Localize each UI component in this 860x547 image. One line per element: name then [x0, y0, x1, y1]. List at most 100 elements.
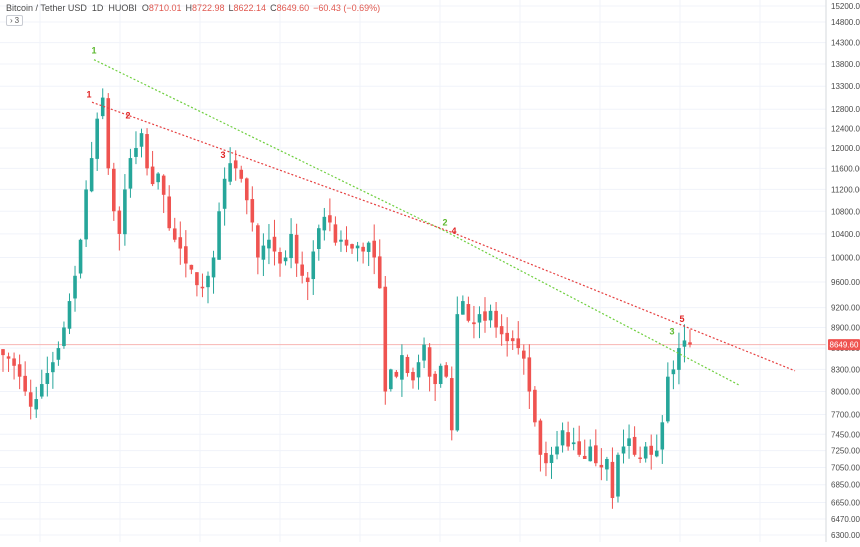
candle-body	[677, 348, 681, 370]
candle	[438, 363, 443, 388]
candle-body	[666, 376, 670, 422]
candle-body	[23, 375, 27, 392]
candle-body	[671, 369, 676, 375]
candle	[400, 344, 404, 397]
symbol-name[interactable]: Bitcoin / Tether USD	[6, 3, 87, 13]
candle	[649, 434, 654, 470]
low-value: L8622.14	[229, 3, 267, 13]
last-price-value: 8649.60	[830, 341, 859, 350]
symbol-legend: Bitcoin / Tether USD 1D HUOBI O8710.01 H…	[6, 3, 380, 13]
candle	[377, 239, 382, 289]
wave-label-green: 2	[442, 217, 447, 227]
candle	[134, 131, 138, 165]
candle	[106, 93, 111, 175]
last-price-tag: 8649.60	[828, 339, 860, 351]
candle	[139, 128, 144, 158]
candle-body	[427, 347, 432, 377]
candle	[217, 202, 221, 260]
candle-body	[134, 147, 138, 157]
candle-body	[328, 215, 332, 223]
candle-body	[627, 438, 631, 446]
candle-body	[200, 286, 205, 289]
candle-body	[100, 97, 105, 117]
candle-body	[222, 178, 227, 209]
low-key: L	[228, 3, 234, 13]
candle	[627, 424, 631, 459]
candle-body	[294, 234, 299, 264]
candle-body	[466, 304, 471, 321]
candle-body	[289, 233, 293, 259]
price-tick-label: 7700.00	[831, 410, 860, 419]
wave-label-red: 3	[220, 150, 225, 160]
candle	[322, 207, 327, 241]
candle	[427, 343, 432, 392]
price-tick-label: 12800.00	[831, 105, 860, 114]
candle-body	[588, 446, 593, 462]
candle-body	[145, 134, 149, 169]
candle	[521, 344, 526, 375]
candle-body	[211, 257, 216, 278]
price-tick-label: 10800.00	[831, 207, 860, 216]
candle	[73, 265, 77, 312]
candle	[494, 302, 498, 338]
candle	[172, 217, 177, 243]
candle	[472, 305, 476, 339]
candle	[355, 241, 360, 262]
green-trendline[interactable]	[93, 59, 741, 387]
indicators-collapse-button[interactable]: › 3	[6, 15, 23, 26]
candle-body	[12, 358, 16, 366]
candle-body	[654, 450, 659, 457]
candle	[1, 349, 5, 372]
wave-labels: 1 2 3 1 2 3 4 5	[86, 45, 684, 336]
candle	[17, 354, 22, 390]
candle-body	[444, 365, 449, 377]
candle-body	[660, 422, 665, 450]
price-tick-label: 13300.00	[831, 82, 860, 91]
candle	[654, 434, 659, 458]
candle	[150, 150, 155, 187]
candle	[466, 296, 471, 323]
indicator-count: 3	[14, 16, 20, 25]
wave-label-red: 1	[86, 90, 91, 100]
last-price-tag-bg	[828, 339, 860, 351]
candle	[161, 174, 166, 214]
price-tick-label: 10000.00	[831, 253, 860, 262]
candle-body	[505, 332, 509, 342]
candle-body	[305, 277, 310, 283]
candle-body	[228, 163, 232, 182]
candle	[84, 180, 88, 248]
candle-body	[688, 342, 692, 345]
candle	[533, 386, 537, 427]
wave-label-green: 3	[669, 326, 674, 336]
candle-body	[167, 196, 172, 229]
candle	[643, 442, 648, 463]
candle	[228, 147, 232, 186]
candle	[544, 441, 548, 477]
candle	[383, 275, 388, 405]
candle-body	[649, 445, 654, 455]
price-tick-label: 9200.00	[831, 304, 860, 313]
candle-body	[250, 199, 255, 223]
candle-body	[95, 118, 99, 159]
candle	[128, 148, 133, 198]
candle-body	[322, 216, 327, 231]
candle	[677, 332, 681, 385]
red-trendline[interactable]	[91, 101, 796, 372]
close-number: 8649.60	[276, 3, 310, 13]
candle-body	[34, 399, 39, 410]
candle-body	[449, 378, 454, 431]
candle	[505, 317, 509, 357]
candle	[311, 240, 316, 295]
candle-body	[239, 169, 244, 179]
price-tick-label: 10400.00	[831, 230, 860, 239]
interval[interactable]: 1D	[91, 3, 104, 13]
candle	[449, 366, 454, 441]
candle	[433, 371, 437, 401]
candle-body	[56, 348, 61, 360]
chevron-right-icon: ›	[9, 16, 13, 25]
candle-body	[206, 275, 210, 288]
candle	[660, 415, 665, 464]
price-axis[interactable]: 15200.00 14800.00 14300.00 13800.00 13300.00…	[825, 0, 860, 542]
